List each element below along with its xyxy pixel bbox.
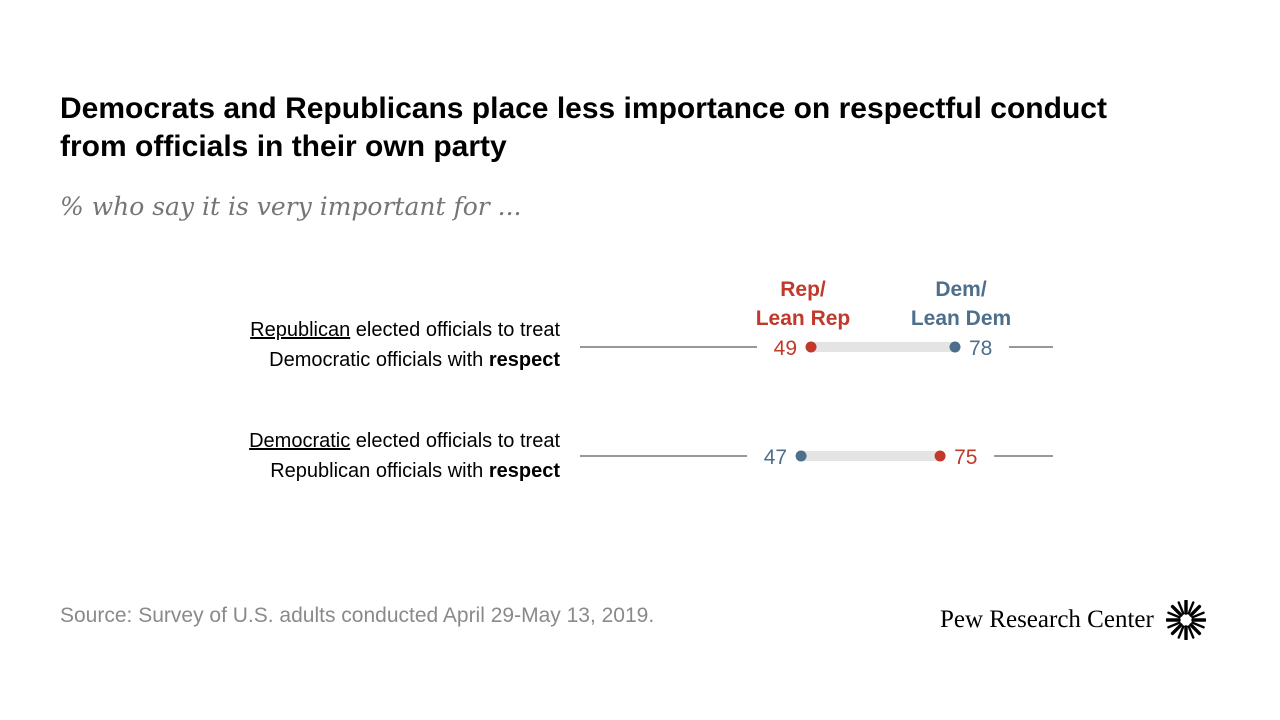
- chart-subtitle: % who say it is very important for ...: [60, 192, 522, 221]
- range-bar: [801, 451, 941, 461]
- legend-dem-lean-dem: Dem/ Lean Dem: [881, 275, 1041, 333]
- sunburst-ray: [1167, 621, 1181, 629]
- pew-sunburst-icon: [1165, 600, 1206, 640]
- pew-logo: Pew Research Center: [940, 600, 1206, 640]
- sunburst-ray: [1191, 611, 1205, 619]
- row-label-text: elected officials to treat: [350, 319, 560, 341]
- data-label-dem-lean-dem: 47: [764, 446, 787, 469]
- row-label-democratic-officials: Democratic elected officials to treat Re…: [40, 426, 560, 486]
- data-label-rep-lean-rep: 49: [774, 337, 797, 360]
- sunburst-ray: [1191, 621, 1205, 629]
- dot-rep-lean-rep: [805, 341, 817, 353]
- source-note: Source: Survey of U.S. adults conducted …: [60, 604, 655, 627]
- dot-dem-lean-dem: [949, 341, 961, 353]
- legend-rep-lean-rep: Rep/ Lean Rep: [723, 275, 883, 333]
- sunburst-ray: [1187, 601, 1195, 615]
- row-label-republican-officials: Republican elected officials to treat De…: [40, 315, 560, 375]
- chart-title-line2: from officials in their own party: [60, 130, 507, 163]
- row-label-text: elected officials to treat: [350, 430, 560, 452]
- sunburst-ray: [1167, 611, 1181, 619]
- sunburst-ray: [1189, 623, 1201, 636]
- chart-title-line1: Democrats and Republicans place less imp…: [60, 92, 1107, 125]
- data-label-rep-lean-rep: 75: [954, 446, 977, 469]
- sunburst-ray: [1187, 625, 1195, 639]
- dot-dem-lean-dem: [795, 450, 807, 462]
- sunburst-ray: [1170, 623, 1183, 636]
- legend-dem-line1: Dem/: [935, 278, 987, 301]
- row-label-text: Republican officials with: [270, 460, 489, 482]
- sunburst-ray: [1189, 604, 1201, 617]
- sunburst-ray: [1177, 625, 1185, 639]
- row-label-bold: respect: [488, 349, 560, 371]
- row-label-bold: respect: [488, 460, 560, 482]
- chart-title: Democrats and Republicans place less imp…: [60, 90, 1240, 166]
- dot-rep-lean-rep: [934, 450, 946, 462]
- row-label-underlined: Republican: [250, 319, 351, 341]
- row-label-underlined: Democratic: [249, 430, 351, 452]
- sunburst-ray: [1177, 601, 1185, 615]
- legend-rep-line1: Rep/: [780, 278, 826, 301]
- legend-rep-line2: Lean Rep: [755, 307, 851, 330]
- logo-text: Pew Research Center: [940, 606, 1154, 633]
- legend-dem-line2: Lean Dem: [910, 307, 1012, 330]
- data-label-dem-lean-dem: 78: [969, 337, 992, 360]
- sunburst-ray: [1170, 604, 1183, 617]
- range-bar: [811, 342, 955, 352]
- row-label-text: Democratic officials with: [269, 349, 489, 371]
